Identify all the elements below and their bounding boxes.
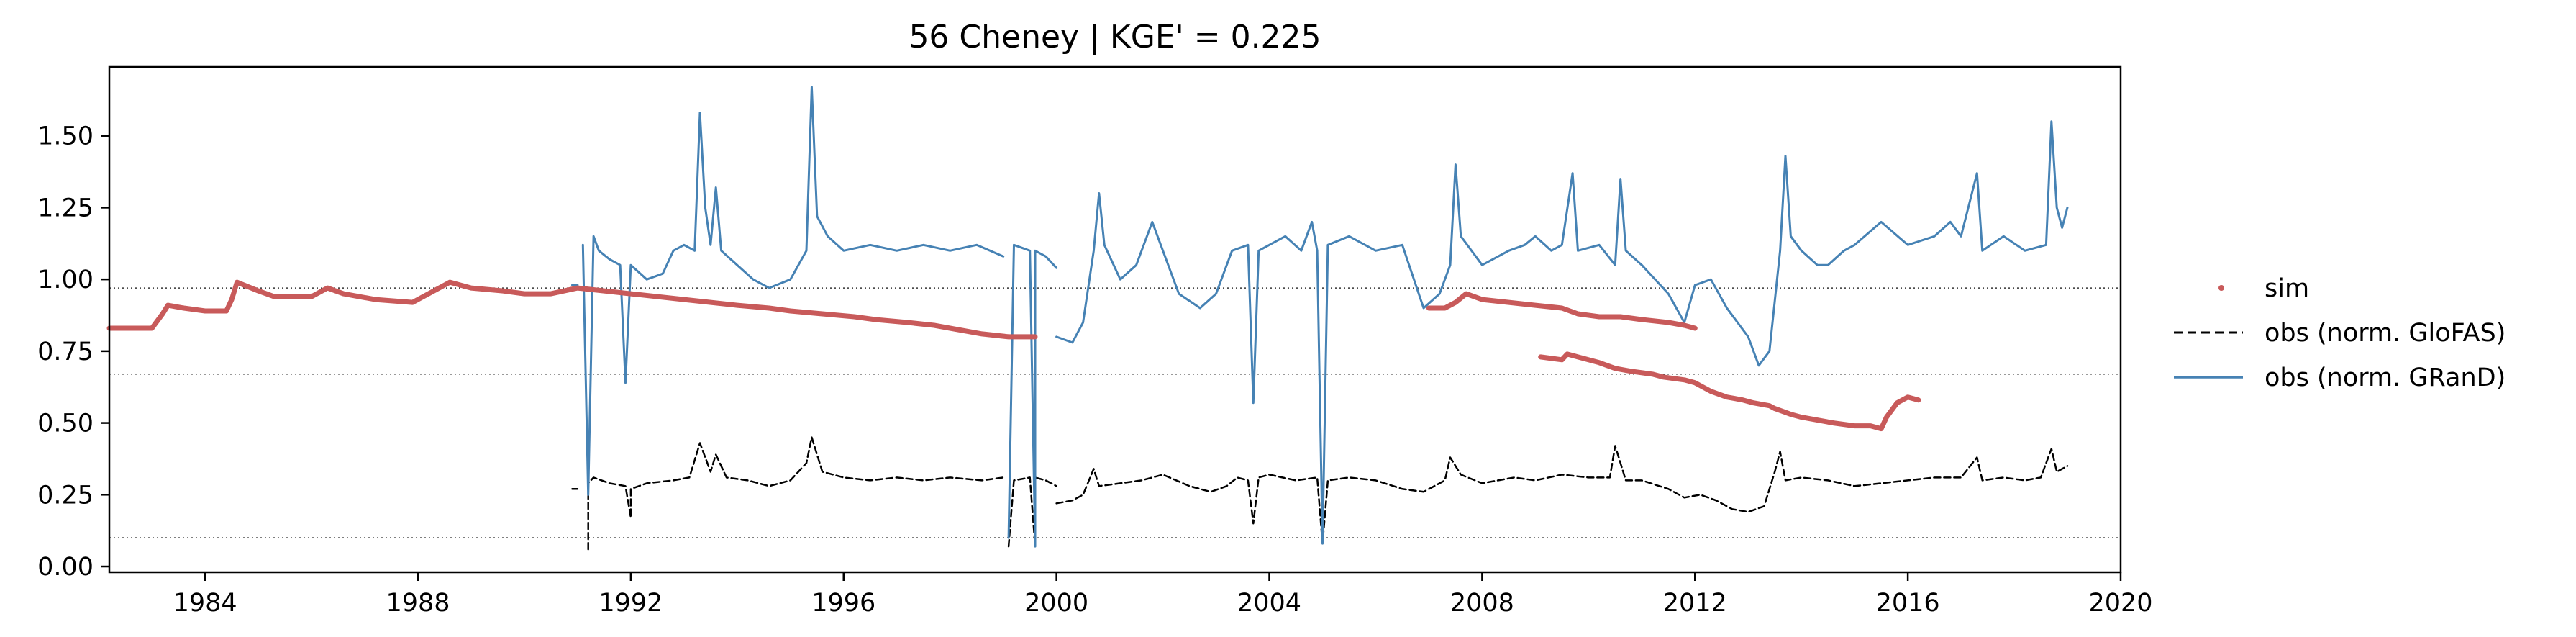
reference-lines (109, 287, 2121, 538)
sim-line-segment (106, 279, 1038, 340)
series-layer (106, 86, 2069, 551)
x-tick-label: 1984 (173, 589, 237, 618)
y-tick-label: 0.75 (37, 338, 94, 366)
x-tick-label: 2004 (1237, 589, 1301, 618)
glofas-line-segment (1055, 445, 2069, 545)
legend: sim obs (norm. GloFAS) obs (norm. GRanD) (2174, 274, 2506, 392)
x-tick-label: 1996 (811, 589, 875, 618)
sim-line-segment (1426, 291, 1698, 331)
plot-frame (108, 65, 2122, 574)
x-tick-label: 2012 (1663, 589, 1727, 618)
y-tick-label: 1.25 (37, 194, 94, 222)
x-tick-label: 2000 (1024, 589, 1088, 618)
legend-marker-sim (2218, 285, 2224, 291)
y-tick-label: 0.25 (37, 481, 94, 510)
x-axis: 1984 1988 1992 1996 2000 2004 2008 2012 2016 2020 (173, 572, 2153, 618)
grand-line-segment (581, 86, 1005, 496)
x-tick-label: 2020 (2088, 589, 2152, 618)
y-axis: 0.00 0.25 0.50 0.75 1.00 1.25 1.50 (37, 122, 109, 582)
y-tick-label: 1.00 (37, 266, 94, 294)
x-tick-label: 1992 (599, 589, 663, 618)
x-tick-label: 2008 (1450, 589, 1514, 618)
x-tick-label: 2016 (1876, 589, 1940, 618)
chart-title: 56 Cheney | KGE' = 0.225 (909, 19, 1321, 55)
legend-label-obs-norm-glofas: obs (norm. GloFAS) (2265, 319, 2506, 348)
grand-line-segment (1055, 120, 2069, 545)
series-obs-norm-grand (571, 86, 2069, 548)
y-tick-label: 0.50 (37, 410, 94, 438)
y-tick-label: 1.50 (37, 122, 94, 151)
y-tick-label: 0.00 (37, 553, 94, 582)
grand-line-segment (1007, 243, 1058, 548)
series-sim (106, 279, 1921, 432)
legend-label-sim: sim (2265, 274, 2309, 303)
glofas-line-segment (587, 436, 1004, 551)
sim-line-segment (1538, 351, 1921, 432)
x-tick-label: 1988 (386, 589, 450, 618)
legend-label-obs-norm-grand: obs (norm. GRanD) (2265, 363, 2506, 392)
